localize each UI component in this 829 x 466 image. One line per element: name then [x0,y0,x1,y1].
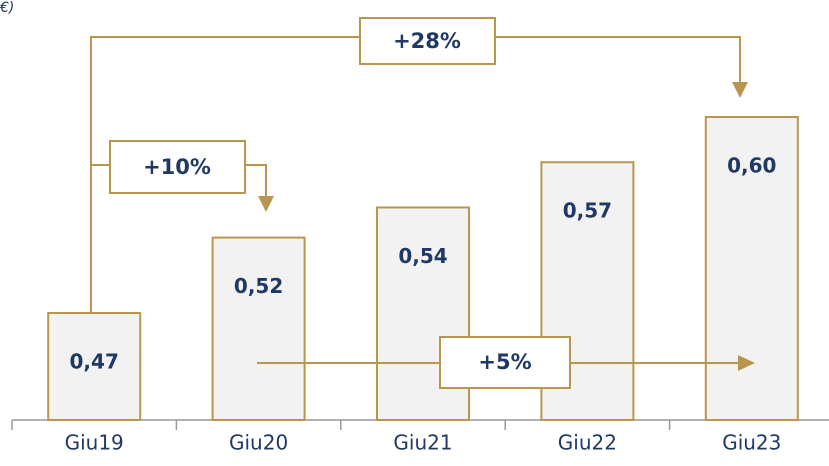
annotation-box [109,140,246,194]
bar [211,236,306,421]
annotation: +28% [393,29,461,53]
annotation: +5% [478,350,531,374]
connector [245,164,267,198]
value-label: 0,52 [234,274,283,298]
subtitle: €) [0,0,14,16]
x-tick-label: Giu22 [558,431,617,455]
bar [47,312,142,421]
value-label: 0,60 [727,154,776,178]
bar [704,116,799,421]
arrowhead [738,355,755,371]
annotations: +28% +10% +5% [90,17,755,389]
value-label: 0,57 [563,199,612,223]
arrowhead [258,196,274,212]
arrowhead [732,82,748,98]
connector [90,36,360,313]
annotation: +10% [143,155,211,179]
value-label: 0,47 [70,350,119,374]
connector [495,36,741,84]
annotation-box [359,17,496,65]
x-tick-label: Giu21 [393,431,452,455]
x-tick-label: Giu23 [722,431,781,455]
x-tick-label: Giu19 [65,431,124,455]
x-tick-label: Giu20 [229,431,288,455]
value-label: 0,54 [398,244,447,268]
annotation-box [439,336,571,389]
